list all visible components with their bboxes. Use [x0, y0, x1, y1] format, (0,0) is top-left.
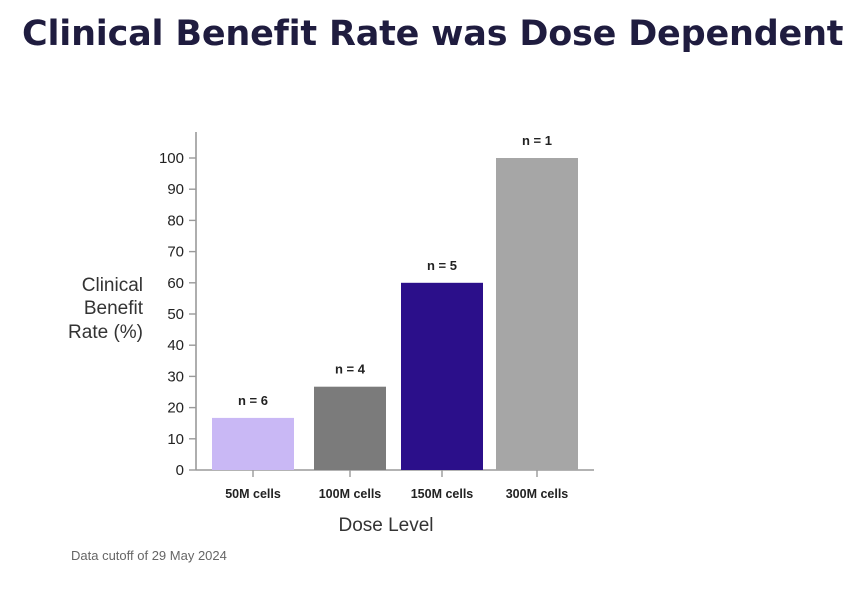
- y-tick-label: 100: [159, 150, 184, 167]
- y-tick-label: 40: [167, 337, 184, 354]
- y-tick-label: 90: [167, 181, 184, 198]
- x-axis-label: Dose Level: [338, 515, 433, 536]
- y-tick-label: 0: [176, 462, 184, 479]
- y-tick-label: 50: [167, 306, 184, 323]
- y-tick-label: 80: [167, 212, 184, 229]
- bar-data-label: n = 6: [238, 393, 268, 408]
- y-tick-label: 20: [167, 400, 184, 417]
- bar: [496, 158, 578, 470]
- y-axis-label-line: Rate (%): [68, 322, 143, 343]
- bar-data-label: n = 4: [335, 362, 366, 377]
- y-axis-label-line: Benefit: [84, 298, 144, 319]
- x-tick-label: 100M cells: [319, 487, 382, 501]
- x-tick-label: 50M cells: [225, 487, 281, 501]
- y-axis-ticks: 0 10 20 30 40 50 60 70 80 90 100: [159, 150, 196, 479]
- y-tick-label: 30: [167, 368, 184, 385]
- bar-data-label: n = 5: [427, 258, 457, 273]
- bar-data-label: n = 1: [522, 133, 552, 148]
- x-tick-label: 150M cells: [411, 487, 474, 501]
- x-tick-label: 300M cells: [506, 487, 569, 501]
- chart-labels: 50M cells n = 6 100M cells n = 4 150M cells n…: [225, 133, 568, 501]
- bar: [212, 417, 294, 470]
- y-axis-label-line: Clinical: [82, 275, 143, 296]
- bar: [401, 282, 483, 470]
- y-tick-label: 70: [167, 244, 184, 261]
- y-tick-label: 10: [167, 431, 184, 448]
- bar: [314, 386, 386, 470]
- page-title: Clinical Benefit Rate was Dose Dependent: [22, 14, 844, 54]
- y-tick-label: 60: [167, 275, 184, 292]
- data-cutoff-footnote: Data cutoff of 29 May 2024: [71, 548, 227, 563]
- chart-bars: [212, 158, 578, 470]
